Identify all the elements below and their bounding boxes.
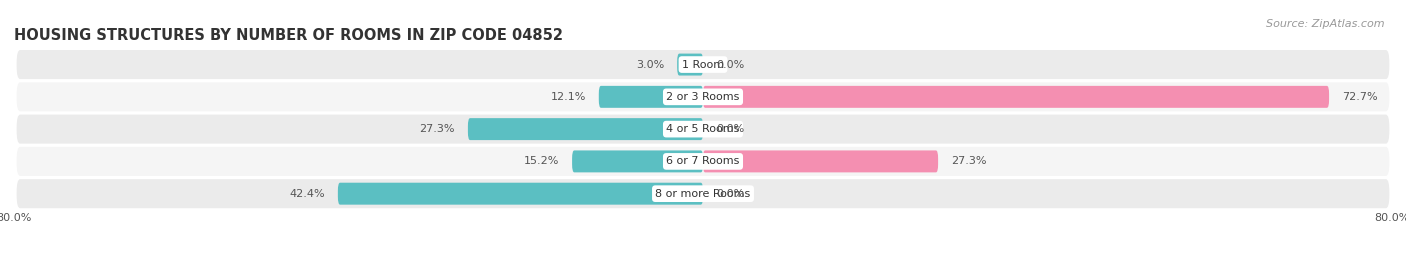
Text: 12.1%: 12.1%: [551, 92, 586, 102]
Text: Source: ZipAtlas.com: Source: ZipAtlas.com: [1267, 19, 1385, 29]
Text: 4 or 5 Rooms: 4 or 5 Rooms: [666, 124, 740, 134]
FancyBboxPatch shape: [468, 118, 703, 140]
FancyBboxPatch shape: [678, 54, 703, 76]
Text: 15.2%: 15.2%: [524, 156, 560, 167]
FancyBboxPatch shape: [703, 150, 938, 172]
FancyBboxPatch shape: [703, 86, 1329, 108]
Text: 0.0%: 0.0%: [716, 189, 744, 199]
Text: 0.0%: 0.0%: [716, 59, 744, 70]
FancyBboxPatch shape: [337, 183, 703, 205]
Text: 8 or more Rooms: 8 or more Rooms: [655, 189, 751, 199]
Text: 0.0%: 0.0%: [716, 124, 744, 134]
FancyBboxPatch shape: [17, 82, 1389, 111]
Text: 27.3%: 27.3%: [419, 124, 456, 134]
FancyBboxPatch shape: [17, 147, 1389, 176]
FancyBboxPatch shape: [572, 150, 703, 172]
Text: 2 or 3 Rooms: 2 or 3 Rooms: [666, 92, 740, 102]
Text: 27.3%: 27.3%: [950, 156, 987, 167]
Text: 6 or 7 Rooms: 6 or 7 Rooms: [666, 156, 740, 167]
Text: 42.4%: 42.4%: [290, 189, 325, 199]
Text: 1 Room: 1 Room: [682, 59, 724, 70]
FancyBboxPatch shape: [599, 86, 703, 108]
Text: 72.7%: 72.7%: [1341, 92, 1378, 102]
FancyBboxPatch shape: [17, 179, 1389, 208]
FancyBboxPatch shape: [17, 50, 1389, 79]
Text: HOUSING STRUCTURES BY NUMBER OF ROOMS IN ZIP CODE 04852: HOUSING STRUCTURES BY NUMBER OF ROOMS IN…: [14, 28, 562, 43]
Text: 3.0%: 3.0%: [636, 59, 664, 70]
FancyBboxPatch shape: [17, 115, 1389, 144]
